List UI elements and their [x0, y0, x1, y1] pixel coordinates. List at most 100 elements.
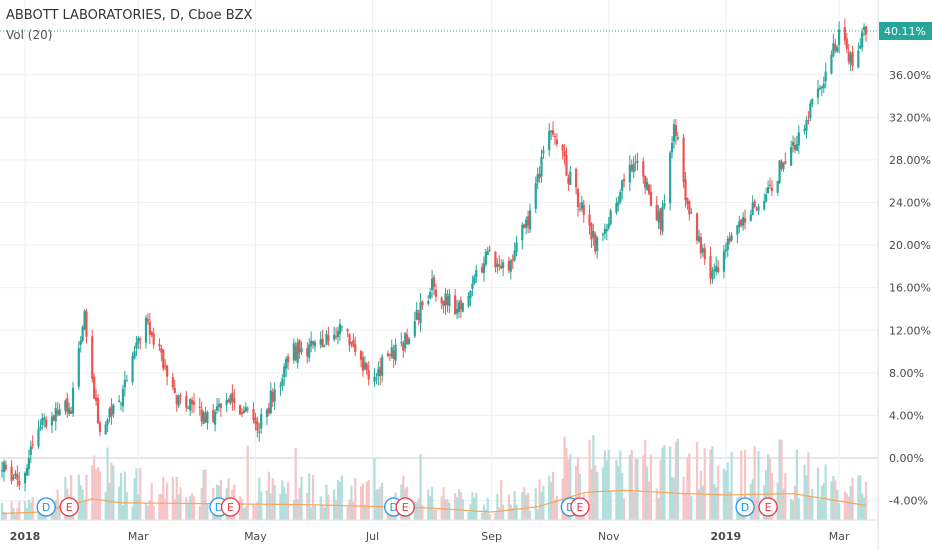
candle-up [119, 401, 123, 411]
earnings-marker[interactable]: E [570, 497, 590, 517]
volume-bar [354, 477, 357, 520]
candle-up [715, 256, 718, 276]
volume-bar [25, 507, 29, 520]
volume-bar [488, 514, 491, 520]
volume-bar [106, 447, 109, 520]
candle-down [459, 296, 462, 319]
candle-up [285, 356, 288, 378]
candle-down [254, 412, 257, 431]
candle-down [728, 232, 731, 245]
candle-up [778, 159, 781, 185]
volume-bar [864, 482, 868, 520]
candle-down [567, 174, 570, 191]
candle-up [25, 464, 29, 477]
volume-bar [713, 484, 716, 520]
volume-bar [538, 479, 541, 520]
volume-bar [619, 450, 622, 520]
candle-down [561, 144, 564, 160]
candle-up [603, 223, 606, 240]
candle-up [467, 292, 470, 308]
candle-up [607, 216, 610, 231]
candle-down [361, 351, 365, 377]
candle-down [286, 353, 290, 371]
candle-up [766, 180, 770, 194]
candle-down [212, 404, 215, 424]
candle-up [457, 299, 461, 318]
volume-bar [780, 440, 783, 520]
y-tick-label: 28.00% [889, 154, 931, 167]
earnings-marker[interactable]: E [220, 497, 241, 517]
candle-down [642, 157, 645, 184]
volume-bar [634, 459, 637, 520]
candle-up [448, 288, 451, 314]
x-tick-label: Mar [829, 530, 850, 543]
candle-down [93, 373, 96, 400]
volume-bar [367, 480, 370, 520]
candle-down [18, 472, 21, 490]
volume-bar [29, 502, 32, 520]
candle-down [588, 204, 591, 235]
candle-up [350, 341, 353, 348]
candle-up [429, 288, 432, 300]
volume-bar [588, 439, 591, 520]
earnings-marker[interactable]: E [59, 497, 79, 517]
volume-bar [56, 489, 59, 520]
volume-bar [352, 501, 355, 520]
candle-down [256, 416, 259, 438]
volume-bar [377, 489, 380, 520]
candle-up [482, 256, 486, 282]
candle-up [617, 195, 620, 212]
volume-bar [448, 502, 451, 520]
last-price-badge [879, 22, 932, 40]
candle-up [135, 336, 138, 357]
candle-up [832, 33, 835, 58]
candle-down [45, 415, 48, 430]
candle-up [189, 398, 192, 416]
volume-bar [31, 497, 34, 520]
candle-down [682, 133, 685, 189]
volume-bar [104, 492, 107, 520]
volume-bar [340, 475, 343, 520]
volume-bar [755, 497, 758, 520]
candle-up [413, 312, 416, 338]
volume-bar [256, 501, 259, 520]
candle-down [233, 388, 236, 411]
candle-up [27, 449, 30, 476]
candle-down [294, 341, 297, 362]
candle-up [816, 79, 820, 105]
candle-up [281, 374, 284, 391]
dividend-marker[interactable]: D [36, 497, 56, 517]
candle-down [379, 358, 382, 385]
candle-up [669, 150, 672, 211]
earnings-marker[interactable]: E [395, 497, 415, 517]
y-tick-label: 16.00% [889, 282, 931, 295]
candle-down [574, 167, 578, 195]
candle-up [509, 258, 512, 280]
volume-bar [323, 507, 326, 520]
candle-up [751, 195, 754, 216]
volume-bar [649, 454, 653, 520]
candle-down [171, 372, 174, 391]
volume-bar [661, 447, 664, 520]
volume-bar [363, 504, 366, 520]
volume-bar [838, 503, 841, 520]
candle-up [112, 403, 115, 418]
volume-bar [553, 499, 557, 520]
candle-up [333, 326, 336, 342]
candle-up [23, 471, 27, 492]
candle-down [743, 209, 747, 230]
candle-up [273, 382, 276, 410]
candle-down [359, 350, 363, 368]
volume-bar [131, 506, 134, 520]
dividend-marker[interactable]: D [735, 497, 755, 517]
candle-down [793, 137, 797, 154]
volume-bar [782, 488, 785, 520]
volume-bar [311, 474, 315, 520]
volume-bar [135, 468, 138, 520]
volume-bar [346, 506, 349, 520]
candle-up [736, 224, 739, 244]
volume-bar [717, 465, 720, 520]
volume-bar [534, 488, 537, 520]
earnings-marker[interactable]: E [758, 497, 778, 517]
